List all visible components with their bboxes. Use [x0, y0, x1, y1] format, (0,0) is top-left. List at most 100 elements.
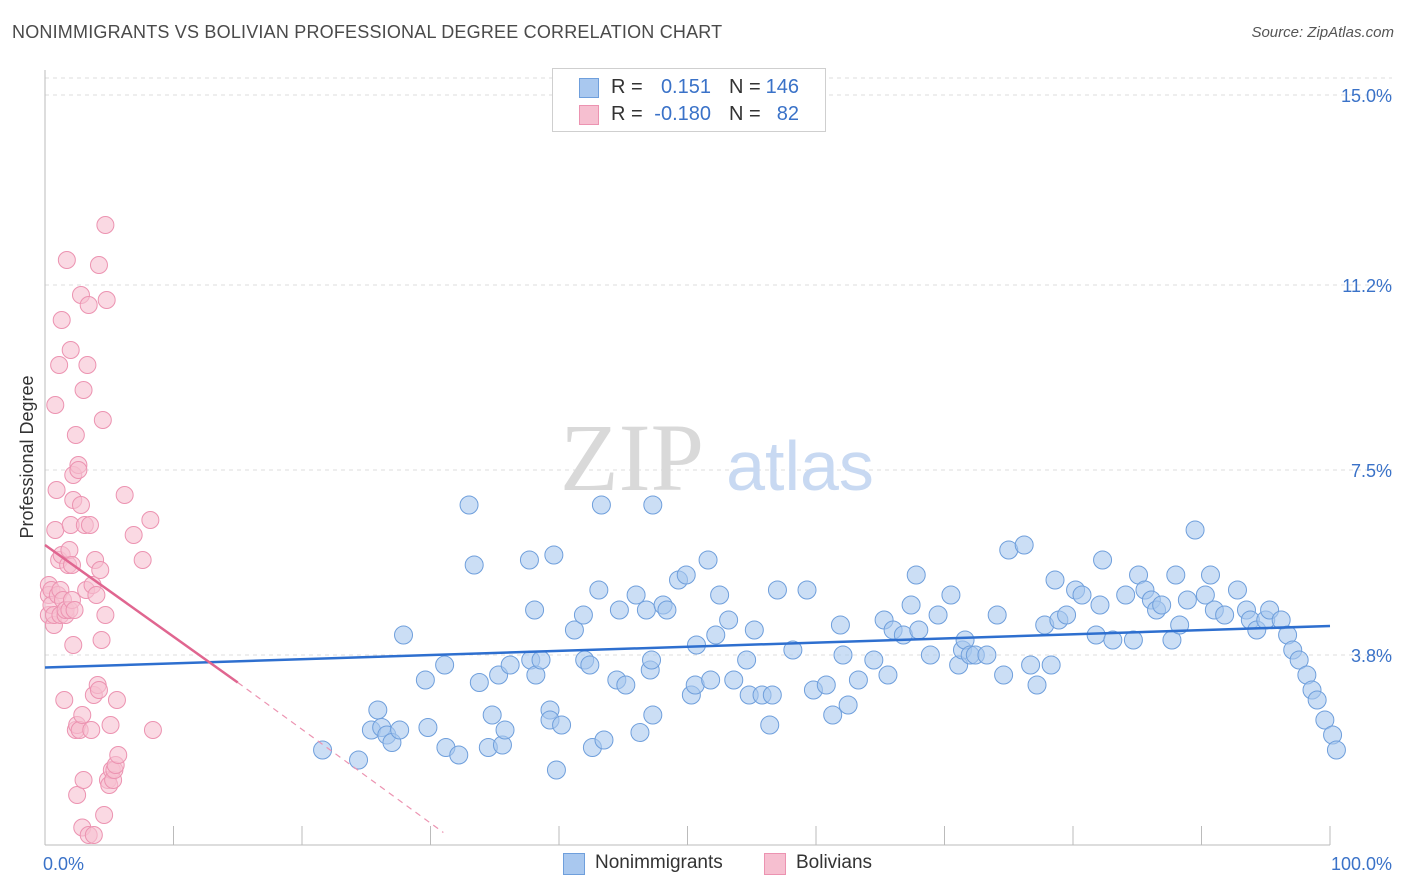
- nonimmigrant-point: [909, 620, 929, 640]
- bolivian-point: [71, 496, 90, 514]
- bolivian-point: [95, 806, 114, 824]
- bolivian-point: [57, 251, 76, 269]
- nonimmigrant-point: [1116, 585, 1136, 605]
- bolivian-point: [74, 381, 93, 399]
- nonimmigrant-point: [994, 665, 1014, 685]
- nonimmigrant-point: [724, 670, 744, 690]
- nonimmigrant-point: [464, 555, 484, 575]
- nonimmigrant-point: [415, 670, 435, 690]
- nonimmigrant-point: [1177, 590, 1197, 610]
- bolivian-point: [55, 691, 74, 709]
- bolivian-point: [82, 721, 101, 739]
- nonimmigrant-point: [368, 700, 388, 720]
- legend-r-label: R =: [611, 103, 643, 125]
- nonimmigrant-point: [830, 615, 850, 635]
- nonimmigrant-point: [901, 595, 921, 615]
- nonimmigrant-point: [1307, 690, 1327, 710]
- nonimmigrant-point: [552, 715, 572, 735]
- bolivian-point: [92, 631, 111, 649]
- bottom-legend-label: Bolivians: [796, 852, 873, 873]
- nonimmigrant-point: [418, 718, 438, 737]
- bolivian-point: [89, 256, 108, 274]
- bolivian-point: [66, 426, 85, 444]
- bolivian-point: [96, 606, 115, 624]
- nonimmigrant-point: [1103, 630, 1123, 650]
- nonimmigrant-point: [482, 705, 502, 725]
- bolivians-points: [39, 216, 162, 844]
- nonimmigrant-point: [630, 723, 650, 742]
- watermark-atlas: atlas: [726, 427, 874, 505]
- nonimmigrants-trendline: [44, 624, 1331, 669]
- tick-labels: 3.8% 7.5% 11.2% 15.0% 0.0% 100.0%: [43, 86, 1392, 874]
- nonimmigrant-point: [1014, 535, 1034, 555]
- nonimmigrant-point: [987, 605, 1007, 625]
- bolivian-point: [64, 636, 83, 654]
- nonimmigrant-point: [564, 620, 584, 640]
- nonimmigrant-point: [1090, 595, 1110, 615]
- bolivian-point: [65, 601, 84, 619]
- nonimmigrant-point: [928, 605, 948, 625]
- nonimmigrant-point: [1195, 585, 1215, 605]
- nonimmigrant-point: [838, 695, 858, 715]
- bottom-legend-label: Nonimmigrants: [595, 852, 723, 873]
- bolivian-point: [50, 356, 69, 374]
- y-tick-label: 3.8%: [1351, 646, 1392, 666]
- nonimmigrant-point: [823, 705, 843, 725]
- correlation-legend: R = 0.151 N = 146 R = -0.180 N = 82: [552, 68, 826, 132]
- nonimmigrant-point: [686, 635, 706, 655]
- nonimmigrant-point: [737, 650, 757, 670]
- bolivian-point: [61, 341, 80, 359]
- grid-lines: [45, 77, 1392, 656]
- nonimmigrant-point: [1045, 570, 1065, 590]
- nonimmigrant-point: [573, 605, 593, 625]
- nonimmigrant-point: [643, 495, 663, 515]
- bolivian-point: [60, 541, 79, 559]
- legend-n-label: N =: [729, 76, 761, 98]
- nonimmigrant-point: [744, 620, 764, 640]
- nonimmigrant-point: [977, 645, 997, 665]
- legend-row-bolivians: R = -0.180 N = 82: [553, 101, 825, 127]
- nonimmigrant-point: [698, 550, 718, 570]
- nonimmigrant-point: [519, 550, 539, 570]
- nonimmigrant-point: [1152, 595, 1172, 615]
- nonimmigrant-point: [642, 650, 662, 670]
- bolivian-point: [79, 296, 98, 314]
- nonimmigrant-point: [1057, 605, 1077, 625]
- nonimmigrant-point: [1326, 740, 1346, 760]
- nonimmigrants-points: [313, 495, 1346, 780]
- source-credit: Source: ZipAtlas.com: [1251, 24, 1394, 41]
- legend-n-value: 82: [776, 103, 799, 125]
- axes: [44, 70, 1331, 846]
- nonimmigrant-point: [760, 715, 780, 735]
- nonimmigrant-point: [710, 585, 730, 605]
- nonimmigrant-point: [848, 670, 868, 690]
- bolivian-point: [87, 586, 106, 604]
- bolivian-point: [46, 521, 65, 539]
- nonimmigrant-point: [920, 645, 940, 665]
- nonimmigrant-point: [394, 625, 414, 645]
- legend-r-value: 0.151: [660, 76, 711, 98]
- nonimmigrant-point: [676, 565, 696, 585]
- x-tick-label-min: 0.0%: [43, 854, 84, 874]
- nonimmigrant-point: [609, 600, 629, 620]
- trendlines: [44, 543, 1331, 833]
- bolivian-point: [91, 561, 110, 579]
- nonimmigrant-point: [1315, 710, 1335, 730]
- nonimmigrant-point: [1289, 650, 1309, 670]
- bolivian-point: [109, 746, 128, 764]
- nonimmigrant-point: [544, 545, 564, 565]
- bolivian-point: [115, 486, 134, 504]
- y-axis-label: Professional Degree: [17, 375, 37, 538]
- nonimmigrant-point: [767, 580, 787, 600]
- bolivian-point: [68, 786, 87, 804]
- nonimmigrant-point: [1027, 675, 1047, 695]
- nonimmigrant-point: [1072, 585, 1092, 605]
- bolivian-point: [93, 411, 112, 429]
- nonimmigrant-point: [616, 675, 636, 695]
- legend-row-nonimmigrants: R = 0.151 N = 146: [553, 74, 825, 100]
- nonimmigrant-point: [643, 705, 663, 725]
- nonimmigrant-point: [1200, 565, 1220, 585]
- nonimmigrant-point: [701, 670, 721, 690]
- bolivian-point: [80, 516, 99, 534]
- nonimmigrant-point: [435, 655, 455, 675]
